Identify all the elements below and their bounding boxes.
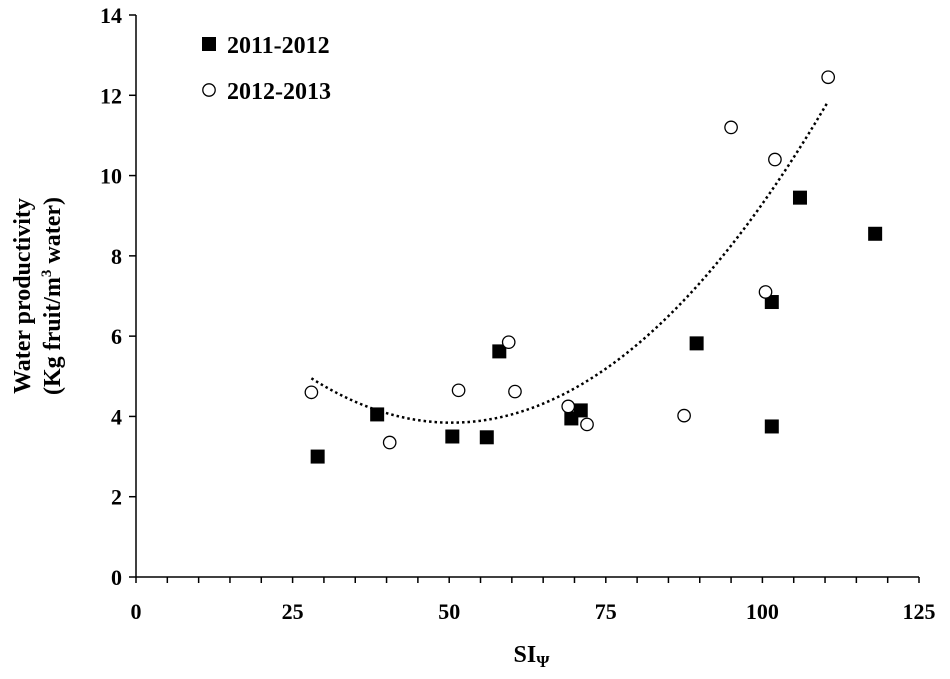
point-2012-2013 bbox=[561, 399, 576, 414]
x-axis-title: SIΨ bbox=[514, 642, 551, 671]
y-axis-title: Water productivity (Kg fruit/m3 water) bbox=[10, 197, 66, 395]
point-2012-2013 bbox=[508, 384, 522, 399]
y-tick-label: 0 bbox=[111, 565, 122, 590]
trendline bbox=[310, 100, 830, 424]
point-2011-2012 bbox=[492, 344, 507, 359]
point-2012-2013 bbox=[758, 285, 773, 299]
point-2011-2012 bbox=[764, 295, 779, 310]
y-tick-label: 4 bbox=[111, 404, 122, 429]
y-tick-label: 8 bbox=[111, 244, 122, 269]
point-2011-2012 bbox=[479, 430, 494, 445]
y-tick-label: 6 bbox=[111, 324, 122, 349]
x-tick-label: 75 bbox=[595, 599, 617, 624]
y-tick-label: 10 bbox=[100, 164, 122, 189]
y-tick-label: 14 bbox=[100, 3, 122, 28]
point-2012-2013 bbox=[724, 120, 738, 135]
x-tick-label: 125 bbox=[903, 599, 936, 624]
point-2011-2012 bbox=[310, 449, 325, 464]
point-2011-2012 bbox=[370, 407, 385, 422]
x-tick-label: 25 bbox=[282, 599, 304, 624]
trendline-group bbox=[310, 100, 830, 424]
y-tick-label: 12 bbox=[100, 83, 122, 108]
legend: 2011-2012 2012-2013 bbox=[202, 33, 331, 105]
point-2011-2012 bbox=[792, 190, 807, 205]
point-2011-2012 bbox=[868, 226, 883, 241]
point-2012-2013 bbox=[451, 383, 466, 398]
point-2011-2012 bbox=[445, 429, 460, 444]
x-tick-label: 0 bbox=[131, 599, 142, 624]
legend-label-2011-2012: 2011-2012 bbox=[227, 33, 330, 59]
legend-marker-2011-2012 bbox=[202, 37, 216, 51]
point-2012-2013 bbox=[382, 435, 397, 450]
x-tick-label: 100 bbox=[746, 599, 779, 624]
point-2012-2013 bbox=[501, 335, 516, 350]
point-2012-2013 bbox=[580, 417, 594, 432]
data-points bbox=[304, 70, 883, 464]
axes: 0 2 4 6 8 10 12 14 0 25 50 75 100 125 bbox=[100, 3, 936, 624]
legend-label-2012-2013: 2012-2013 bbox=[227, 79, 331, 105]
legend-marker-2012-2013 bbox=[202, 83, 216, 97]
point-2012-2013 bbox=[677, 408, 691, 423]
point-2011-2012 bbox=[689, 336, 704, 351]
x-tick-label: 50 bbox=[438, 599, 460, 624]
point-2012-2013 bbox=[768, 152, 782, 167]
point-2012-2013 bbox=[304, 385, 319, 400]
point-2011-2012 bbox=[573, 403, 588, 418]
point-2011-2012 bbox=[764, 419, 779, 434]
y-tick-label: 2 bbox=[111, 485, 122, 510]
point-2012-2013 bbox=[821, 70, 836, 85]
